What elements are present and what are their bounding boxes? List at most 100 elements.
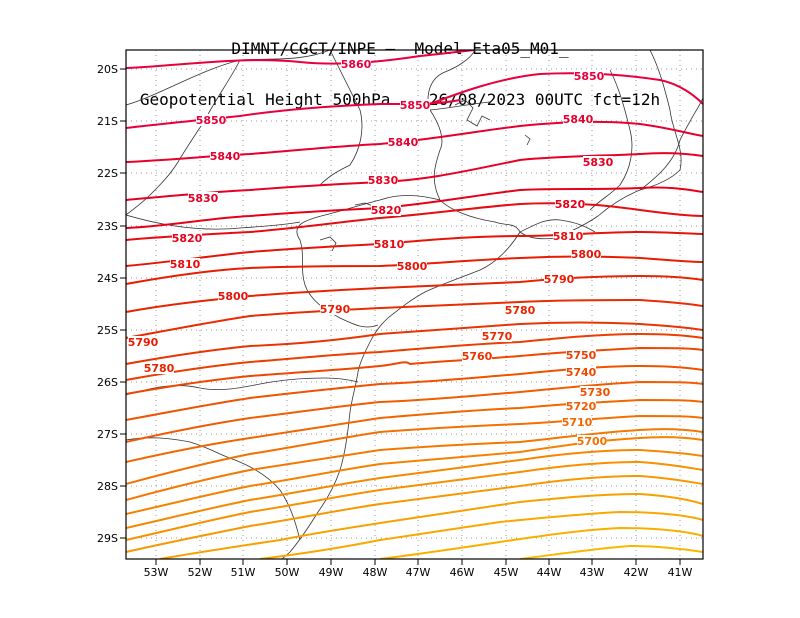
contour-line [126,428,703,501]
contour-label-bg [566,400,596,412]
contour-label: 5710 [562,416,593,429]
contour-label-bg [368,174,398,186]
contour-label: 5790 [128,336,159,349]
contour-label: 5860 [341,58,372,71]
contour-line [126,460,703,541]
lon-label: 49W [319,566,344,579]
contour-label-bg [566,349,596,361]
contour-label: 5800 [571,248,602,261]
lat-label: 25S [97,324,118,337]
contour-label: 5830 [583,156,614,169]
contour-line [126,474,703,553]
contour-label: 5790 [320,303,351,316]
longitude-labels: 53W 52W 51W 50W 49W 48W 47W 46W 45W 44W 43W 42W 41W [144,559,693,579]
height-contours [126,50,703,559]
lon-label: 46W [450,566,475,579]
contour-line [126,152,703,201]
contour-label-bg [400,99,430,111]
contour-line [126,202,703,241]
contour-line [126,380,703,443]
contour-label: 5810 [170,258,201,271]
coastline [281,50,521,559]
state-border-k [589,69,633,211]
lat-label: 24S [97,272,118,285]
contour-label: 5790 [544,273,575,286]
contour-line [519,544,703,559]
lon-label: 41W [668,566,693,579]
contour-line [126,50,476,69]
lat-label: 28S [97,480,118,493]
lon-label: 48W [363,566,388,579]
contour-line [126,230,703,267]
lat-label: 26S [97,376,118,389]
lon-label: 51W [231,566,256,579]
contour-label: 5820 [172,232,203,245]
contour-label-bg [571,248,601,260]
lon-label: 47W [406,566,431,579]
contour-label: 5840 [563,113,594,126]
state-border-d [429,101,491,111]
contour-label: 5850 [196,114,227,127]
contour-label-bg [188,192,218,204]
state-border-f [126,214,301,230]
contour-label-bg [566,366,596,378]
contour-label: 5730 [580,386,611,399]
contour-line [159,492,703,559]
contour-label-bg [128,336,158,348]
contour-line [379,526,703,559]
contour-label-bg [374,238,404,250]
title-line-1: DIMNT/CGCT/INPE – Model Eta05_M01_ [231,39,569,58]
contour-label: 5840 [210,150,241,163]
contour-label: 5820 [555,198,586,211]
contour-label-bg [210,150,240,162]
latitude-labels: 20S 21S 22S 23S 24S 25S 26S 27S 28S 29S [97,63,126,545]
state-border-h [126,437,301,541]
state-border-g [126,377,359,396]
contour-label-bg [580,386,610,398]
state-border-a [126,50,331,106]
state-border-c [126,59,241,216]
contour-label: 5700 [577,435,608,448]
lon-label: 45W [494,566,519,579]
contour-label: 5780 [144,362,175,375]
lat-label: 29S [97,532,118,545]
state-border-i [519,219,596,233]
state-border-j [639,97,703,191]
contour-line [126,332,703,381]
contour-label: 5780 [505,304,536,317]
lon-label: 44W [537,566,562,579]
contour-label: 5850 [574,70,605,83]
contour-line [126,414,703,485]
contour-line [126,436,703,515]
contour-label-bg [482,330,512,342]
lat-label: 23S [97,220,118,233]
lon-label: 42W [624,566,649,579]
contour-label: 5830 [188,192,219,205]
contour-label: 5840 [388,136,419,149]
contour-label-bg [555,198,585,210]
contour-label-bg [218,290,248,302]
contour-label: 5820 [371,204,402,217]
contour-line [126,321,703,365]
contour-line [126,298,703,339]
lat-label: 22S [97,167,118,180]
contour-labels: 5860 5850 5850 5850 5840 5840 5840 5830 5830 5830… [128,58,614,448]
graticule-grid [126,50,703,559]
contour-label-bg [562,416,592,428]
contour-label-bg [320,303,350,315]
contour-label-bg [577,435,607,447]
contour-label-bg [170,258,200,270]
contour-label-bg [196,114,226,126]
contour-label: 5720 [566,400,597,413]
contour-label-bg [172,232,202,244]
contour-label-bg [144,362,174,374]
contour-label-bg [462,350,492,362]
contour-line [126,186,703,229]
state-border-e [296,195,441,328]
lon-label: 52W [188,566,213,579]
lon-label: 43W [580,566,605,579]
contour-label-bg [505,304,535,316]
contour-line [126,346,703,395]
contour-label: 5800 [218,290,249,303]
lon-label: 50W [275,566,300,579]
